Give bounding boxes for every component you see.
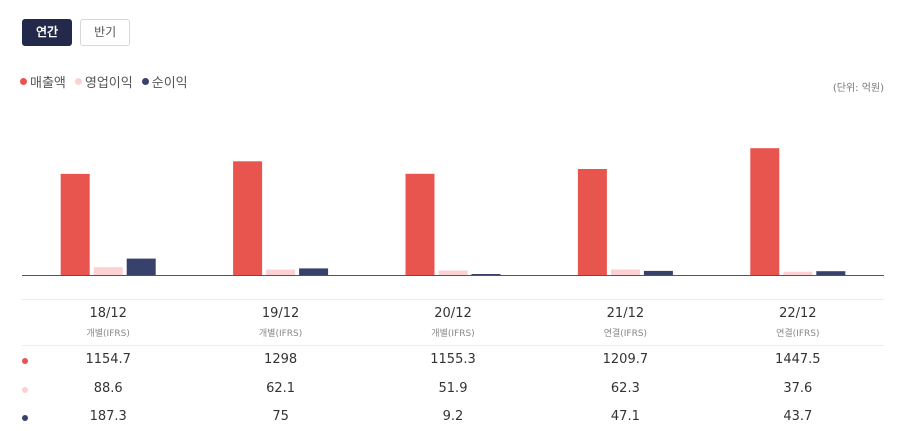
chart-legend: 매출액 영업이익 순이익 [20,72,188,91]
value-net-income: 187.3 [89,409,127,424]
legend-label-revenue: 매출액 [30,76,66,91]
bar-net-income-22-12[interactable] [816,271,846,275]
table-divider [22,299,884,300]
basis-label: 개별(IFRS) [258,329,303,339]
table-divider [22,345,884,346]
bar-operating-profit-19-12[interactable] [266,269,296,275]
value-operating-profit: 37.6 [783,381,813,396]
period-header: 20/12 개별(IFRS) [383,306,523,339]
value-revenue: 1209.7 [602,352,649,367]
period-label: 20/12 [434,306,472,321]
legend-item-revenue[interactable]: 매출액 [20,72,66,91]
period-header: 18/12 개별(IFRS) [38,306,178,339]
bar-revenue-19-12[interactable] [233,161,263,275]
bar-revenue-18-12[interactable] [60,173,90,275]
value-operating-profit: 62.1 [266,381,296,396]
period-header: 22/12 연결(IFRS) [728,306,868,339]
bar-operating-profit-21-12[interactable] [610,269,640,276]
period-label: 19/12 [261,306,300,321]
row-marker-revenue [22,358,28,364]
period-label: 21/12 [606,306,645,321]
value-net-income: 47.1 [610,409,640,424]
bar-net-income-18-12[interactable] [126,258,156,275]
legend-label-net-income: 순이익 [151,76,188,91]
basis-label: 연결(IFRS) [603,329,648,339]
value-operating-profit: 62.3 [610,381,640,396]
value-net-income: 43.7 [783,409,813,424]
value-operating-profit: 51.9 [438,381,468,396]
basis-label: 개별(IFRS) [86,329,130,339]
bar-operating-profit-20-12[interactable] [438,270,468,276]
row-marker-operating-profit [22,387,28,393]
period-label: 18/12 [89,306,127,321]
bar-net-income-21-12[interactable] [643,270,673,275]
value-revenue: 1155.3 [430,352,476,367]
bar-net-income-20-12[interactable] [471,274,501,275]
bar-operating-profit-22-12[interactable] [783,271,813,275]
bar-revenue-22-12[interactable] [750,148,780,275]
unit-label: (단위: 억원) [832,83,884,94]
period-label: 22/12 [779,306,817,321]
legend-item-operating-profit[interactable]: 영업이익 [74,72,133,91]
legend-label-operating-profit: 영업이익 [84,76,133,91]
period-tabs: 연간 반기 [22,19,131,46]
bar-revenue-20-12[interactable] [405,173,435,275]
bar-operating-profit-18-12[interactable] [93,267,123,275]
period-header: 19/12 개별(IFRS) [211,306,351,339]
value-revenue: 1298 [264,352,298,367]
basis-label: 개별(IFRS) [431,329,475,339]
tab-annual[interactable]: 연간 [22,19,73,46]
legend-dot-operating-profit [74,78,82,85]
value-revenue: 1447.5 [775,352,821,367]
bar-net-income-19-12[interactable] [299,268,329,275]
row-marker-net-income [22,415,28,421]
tab-half-year[interactable]: 반기 [80,19,131,46]
value-operating-profit: 88.6 [93,381,123,396]
bar-chart [22,148,884,276]
basis-label: 연결(IFRS) [776,329,820,339]
value-net-income: 9.2 [442,409,464,424]
bar-revenue-21-12[interactable] [577,169,607,275]
legend-item-net-income[interactable]: 순이익 [141,72,188,91]
value-revenue: 1154.7 [85,352,131,367]
value-net-income: 75 [272,409,289,424]
period-header: 21/12 연결(IFRS) [555,306,695,339]
legend-dot-revenue [20,78,27,85]
legend-dot-net-income [141,78,149,85]
